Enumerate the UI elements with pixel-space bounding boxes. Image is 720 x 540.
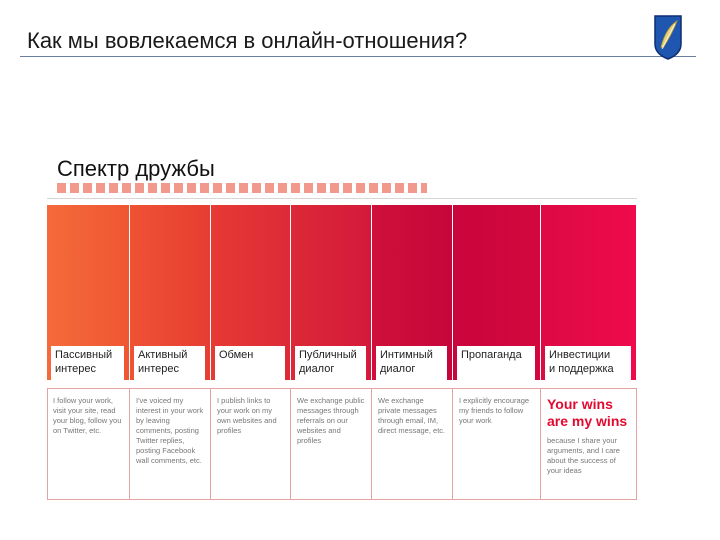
- stage-description-text: I've voiced my interest in your work by …: [136, 396, 204, 465]
- stage-label: Интимный диалог: [376, 346, 447, 380]
- stage-description-text: We exchange public messages through refe…: [297, 396, 365, 445]
- stage-description-text: I follow your work, visit your site, rea…: [53, 396, 122, 435]
- stage-label: Обмен: [215, 346, 285, 380]
- stage-description-text: I publish links to your work on my own w…: [217, 396, 277, 435]
- stage-description-text: We exchange private messages through ema…: [378, 396, 446, 435]
- stage-description: We exchange public messages through refe…: [291, 388, 372, 500]
- feather-crest-icon: [654, 15, 682, 60]
- spectrum-title: Спектр дружбы: [57, 156, 215, 181]
- stage-label: Пассивный интерес: [51, 346, 124, 380]
- stage-label: Публичный диалог: [295, 346, 366, 380]
- stage-headline: Your wins are my wins: [547, 396, 628, 429]
- stage-description: I follow your work, visit your site, rea…: [47, 388, 130, 500]
- slide-title: Как мы вовлекаемся в онлайн-отношения?: [27, 28, 468, 53]
- spectrum-top-rule: [47, 198, 637, 199]
- stage-label: Пропаганда: [457, 346, 535, 380]
- stage-description-text: because I share your arguments, and I ca…: [547, 436, 620, 475]
- stage-description-text: I explicitly encourage my friends to fol…: [459, 396, 530, 425]
- title-divider: [20, 56, 696, 57]
- description-table: [47, 388, 637, 500]
- stage-description: I explicitly encourage my friends to fol…: [453, 388, 541, 500]
- stage-description: I publish links to your work on my own w…: [211, 388, 291, 500]
- stage-description: Your wins are my wins because I share you…: [541, 388, 637, 500]
- stage-description: We exchange private messages through ema…: [372, 388, 453, 500]
- stage-label: Инвестиции и поддержка: [545, 346, 631, 380]
- subtitle-overlap-decoration: [57, 183, 427, 193]
- stage-description: I've voiced my interest in your work by …: [130, 388, 211, 500]
- stage-label: Активный интерес: [134, 346, 205, 380]
